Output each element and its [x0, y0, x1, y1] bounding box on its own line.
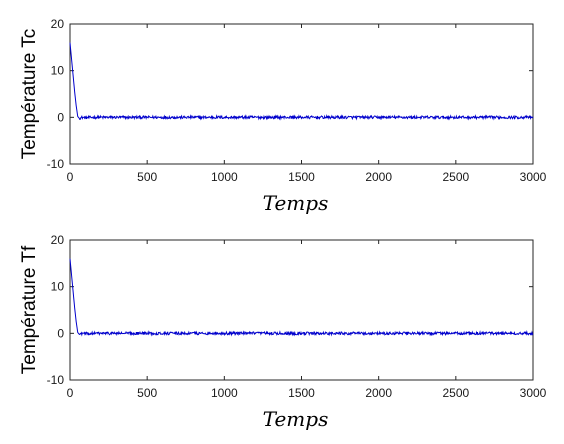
x-tick-label: 2500 [442, 386, 469, 400]
subplot-2: 0 500 1000 1500 2000 2500 3000-1001020TempsTem… [19, 233, 547, 431]
series-line [69, 42, 534, 121]
y-tick-label: 0 [57, 326, 64, 340]
x-tick-label: 500 [137, 170, 157, 184]
x-tick-label: 2000 [365, 170, 392, 184]
y-tick-label: 0 [57, 110, 64, 124]
x-axis-label: Temps [263, 191, 329, 215]
axes-box [69, 239, 534, 381]
x-tick-label: 1000 [211, 170, 238, 184]
y-tick-label: 20 [51, 233, 65, 247]
x-tick-label: 2000 [365, 386, 392, 400]
y-tick-label: -10 [47, 373, 65, 387]
x-tick-label: 1500 [288, 386, 315, 400]
axes-box [69, 23, 534, 165]
y-axis-label: Température Tc [19, 29, 40, 160]
x-axis-label: Temps [263, 407, 329, 431]
y-tick-label: 10 [51, 280, 65, 294]
x-tick-label: 1500 [288, 170, 315, 184]
subplot-1: 0 500 1000 1500 2000 2500 3000-1001020TempsTem… [19, 17, 547, 215]
x-tick-label: 1000 [211, 386, 238, 400]
x-tick-label: 2500 [442, 170, 469, 184]
x-tick-label: 500 [137, 386, 157, 400]
y-tick-label: 20 [51, 17, 65, 31]
y-tick-label: -10 [47, 157, 65, 171]
y-tick-label: 10 [51, 64, 65, 78]
series-line [69, 258, 534, 337]
x-tick-label: 0 [67, 170, 74, 184]
x-tick-label: 3000 [520, 386, 547, 400]
x-tick-label: 3000 [520, 170, 547, 184]
y-axis-label: Température Tf [19, 245, 40, 374]
x-tick-label: 0 [67, 386, 74, 400]
